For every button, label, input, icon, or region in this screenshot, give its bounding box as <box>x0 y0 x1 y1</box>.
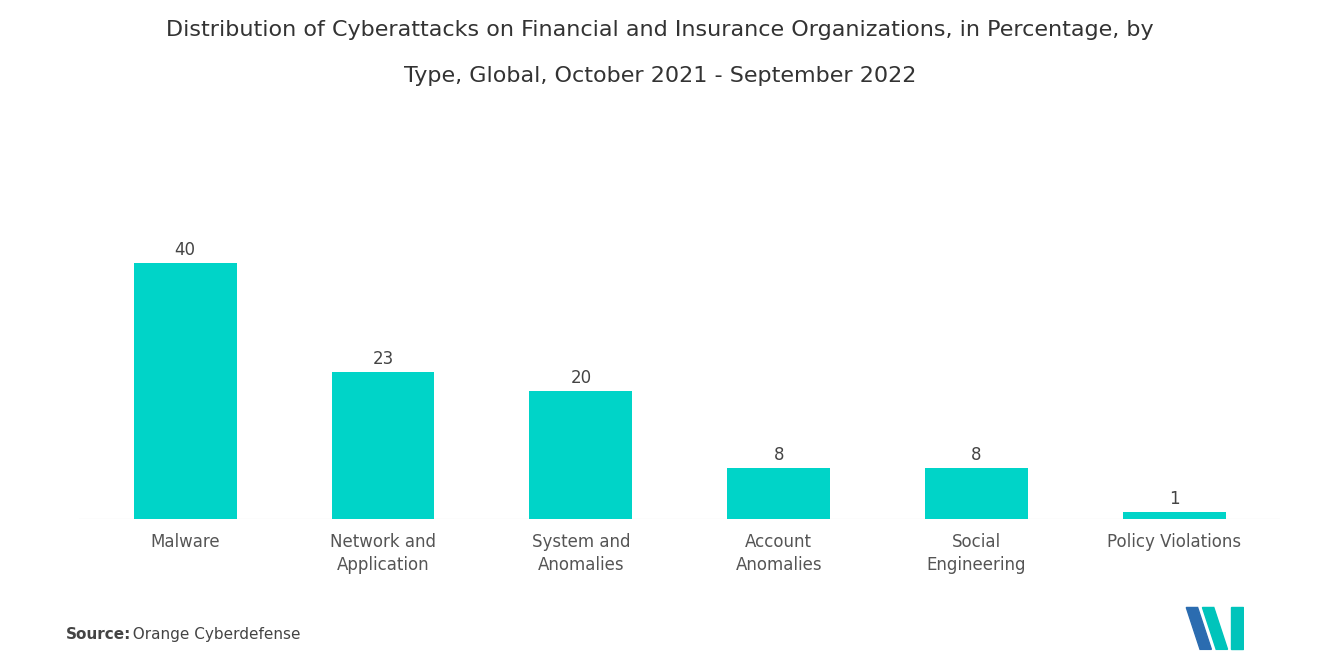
Bar <box>133 263 236 519</box>
Text: Distribution of Cyberattacks on Financial and Insurance Organizations, in Percen: Distribution of Cyberattacks on Financia… <box>166 20 1154 40</box>
Text: Orange Cyberdefense: Orange Cyberdefense <box>123 626 300 642</box>
Text: 8: 8 <box>972 446 982 464</box>
Text: Type, Global, October 2021 - September 2022: Type, Global, October 2021 - September 2… <box>404 66 916 86</box>
Text: 40: 40 <box>174 241 195 259</box>
Bar <box>331 372 434 519</box>
Bar <box>1123 512 1226 519</box>
Bar <box>529 391 632 519</box>
Text: 23: 23 <box>372 350 393 368</box>
Text: 8: 8 <box>774 446 784 464</box>
Polygon shape <box>1187 608 1212 649</box>
Bar <box>925 467 1028 519</box>
Text: Source:: Source: <box>66 626 132 642</box>
Polygon shape <box>1203 608 1228 649</box>
Text: 1: 1 <box>1170 491 1180 509</box>
Text: 20: 20 <box>570 369 591 387</box>
Polygon shape <box>1232 608 1242 649</box>
Bar <box>727 467 830 519</box>
